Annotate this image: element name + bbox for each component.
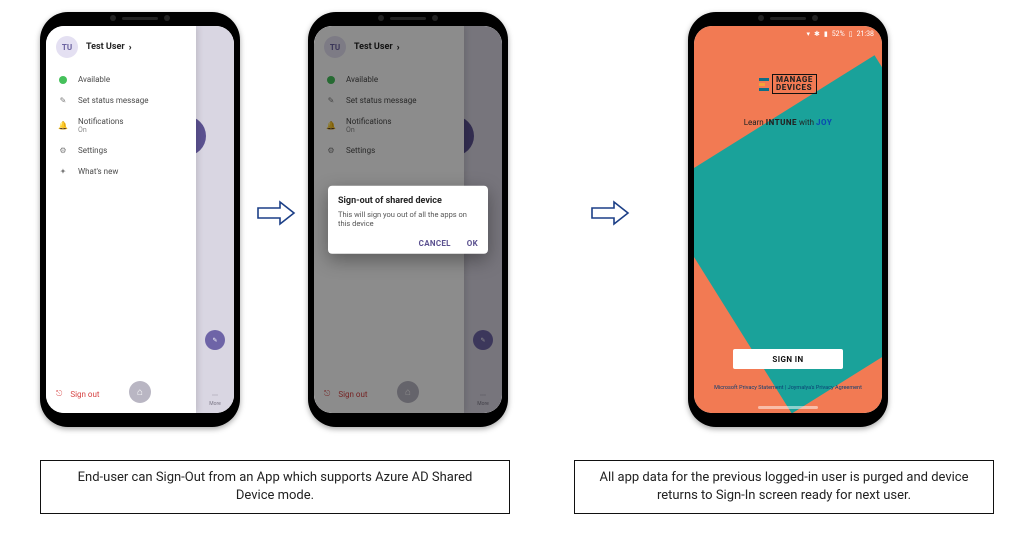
caption-left: End-user can Sign-Out from an App which … (40, 460, 510, 514)
presence-available-icon (59, 76, 67, 84)
battery-pct: 52% (832, 30, 845, 38)
app-tagline: Learn INTUNE with JOY (694, 118, 882, 127)
app-logo: MANAGE DEVICES (694, 74, 882, 94)
signal-icon: ▮ (824, 30, 828, 38)
compose-fab[interactable]: ✎ (205, 330, 225, 350)
caption-right: All app data for the previous logged-in … (574, 460, 994, 514)
home-button[interactable]: ⌂ (129, 381, 151, 403)
menu-set-status-label: Set status message (78, 96, 148, 105)
menu-notifications-sub: On (78, 126, 123, 134)
menu-whats-new[interactable]: ✦ What's new (56, 162, 186, 181)
chevron-right-icon: › (129, 42, 132, 52)
menu-available-label: Available (78, 75, 110, 84)
dialog-body: This will sign you out of all the apps o… (338, 209, 478, 229)
privacy-links: Microsoft Privacy Statement | Joymalya's… (694, 385, 882, 391)
lightbulb-icon: ✦ (56, 167, 70, 176)
dialog-ok-button[interactable]: OK (467, 239, 478, 248)
signout-dialog: Sign-out of shared device This will sign… (328, 185, 488, 254)
avatar: TU (56, 36, 78, 58)
menu-set-status[interactable]: ✎ Set status message (56, 91, 186, 110)
clock: 21:38 (857, 30, 874, 38)
dialog-cancel-button[interactable]: CANCEL (419, 239, 451, 248)
sign-out-row[interactable]: ⎋ Sign out (56, 383, 186, 405)
nav-drawer: TU Test User › Available ✎ S (46, 26, 196, 413)
tagline-word-4: JOY (816, 118, 832, 127)
user-header[interactable]: TU Test User › (56, 36, 186, 58)
menu-settings-label: Settings (78, 146, 107, 155)
tagline-word-1: Learn (744, 118, 764, 127)
wifi-icon: ▾ (806, 30, 810, 38)
background-tabbar: ✎ ⋯More (196, 26, 234, 413)
menu-whats-new-label: What's new (78, 167, 118, 176)
app-surface: ▾ ▮ ✎ ⋯More TU Test User › (46, 26, 234, 413)
sign-out-label: Sign out (70, 390, 99, 399)
status-bar: ▾ ✱ ▮ 52% ▯ 21:38 (694, 26, 882, 42)
dialog-title: Sign-out of shared device (338, 195, 478, 205)
signin-surface: ▾ ✱ ▮ 52% ▯ 21:38 MANAGE DEVIC (694, 26, 882, 413)
menu-notifications[interactable]: 🔔 Notifications On (56, 112, 186, 139)
menu-available[interactable]: Available (56, 70, 186, 89)
android-nav-handle[interactable] (758, 406, 818, 409)
signout-icon: ⎋ (56, 389, 62, 399)
privacy-link-ms[interactable]: Microsoft Privacy Statement (714, 385, 784, 391)
flow-arrow-1 (256, 200, 296, 226)
flow-arrow-2 (590, 200, 630, 226)
tagline-word-3: with (799, 118, 814, 127)
tagline-word-2: INTUNE (766, 118, 797, 127)
logo-text-line2: DEVICES (776, 84, 813, 92)
sign-in-button[interactable]: SIGN IN (733, 349, 843, 369)
user-name-label: Test User (86, 42, 125, 52)
app-surface-dimmed: ▾ ▮ ✎ ⋯More TU Test User › (314, 26, 502, 413)
privacy-link-author[interactable]: Joymalya's Privacy Agreement (788, 385, 862, 391)
phone-signout-dialog: ▾ ▮ ✎ ⋯More TU Test User › (308, 12, 508, 427)
bell-icon: 🔔 (56, 121, 70, 130)
phone-signin-screen: ▾ ✱ ▮ 52% ▯ 21:38 MANAGE DEVIC (688, 12, 888, 427)
phone-drawer-open: ▾ ▮ ✎ ⋯More TU Test User › (40, 12, 240, 427)
bluetooth-icon: ✱ (814, 30, 820, 38)
menu-notifications-label: Notifications (78, 117, 123, 126)
battery-icon: ▯ (849, 30, 853, 38)
edit-status-icon: ✎ (56, 96, 70, 105)
menu-settings[interactable]: ⚙ Settings (56, 141, 186, 160)
gear-icon: ⚙ (56, 146, 70, 155)
